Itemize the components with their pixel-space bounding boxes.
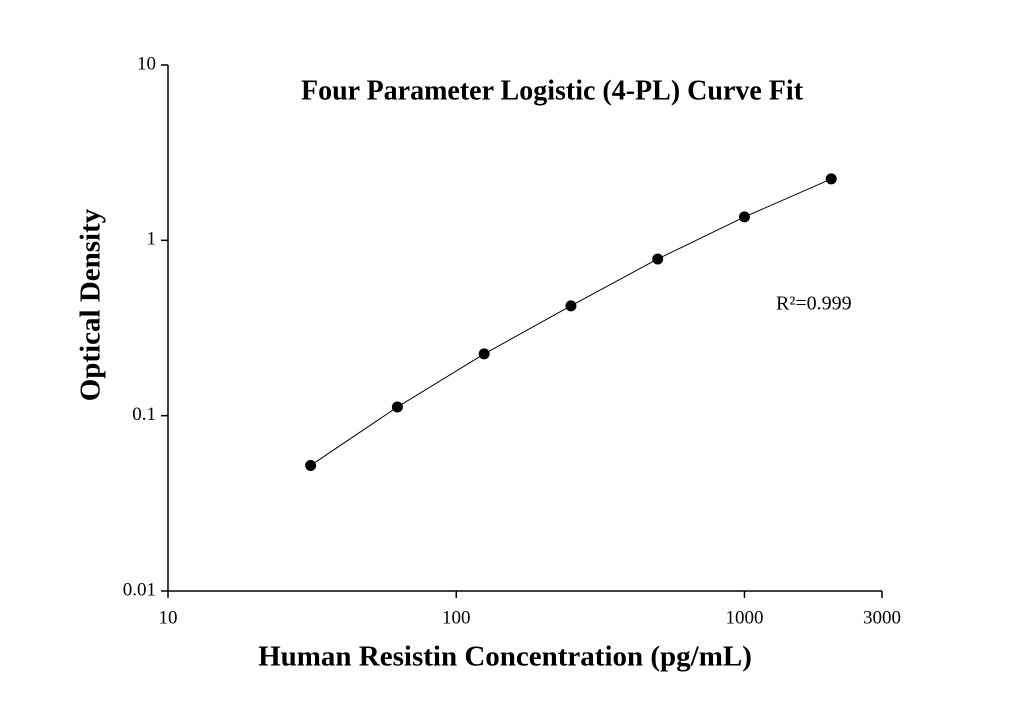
x-axis-label: Human Resistin Concentration (pg/mL) [258,641,752,673]
annotation: R²=0.999 [776,293,852,315]
data-point [652,253,664,265]
data-point [565,300,577,312]
x-tick-label: 1000 [725,607,763,628]
y-tick-label: 0.1 [132,404,156,425]
y-axis-label: Optical Density [75,208,107,401]
data-point [391,401,403,413]
chart-title: Four Parameter Logistic (4-PL) Curve Fit [301,75,804,106]
x-tick-label: 3000 [863,607,901,628]
data-point [825,173,837,185]
x-tick-label: 100 [442,607,471,628]
data-point [478,348,490,360]
x-tick-label: 10 [159,607,178,628]
y-tick-label: 10 [137,53,156,74]
data-point [305,459,317,471]
data-point [738,211,750,223]
y-tick-label: 1 [147,229,157,250]
y-tick-label: 0.01 [123,579,156,600]
fit-curve [310,178,832,466]
